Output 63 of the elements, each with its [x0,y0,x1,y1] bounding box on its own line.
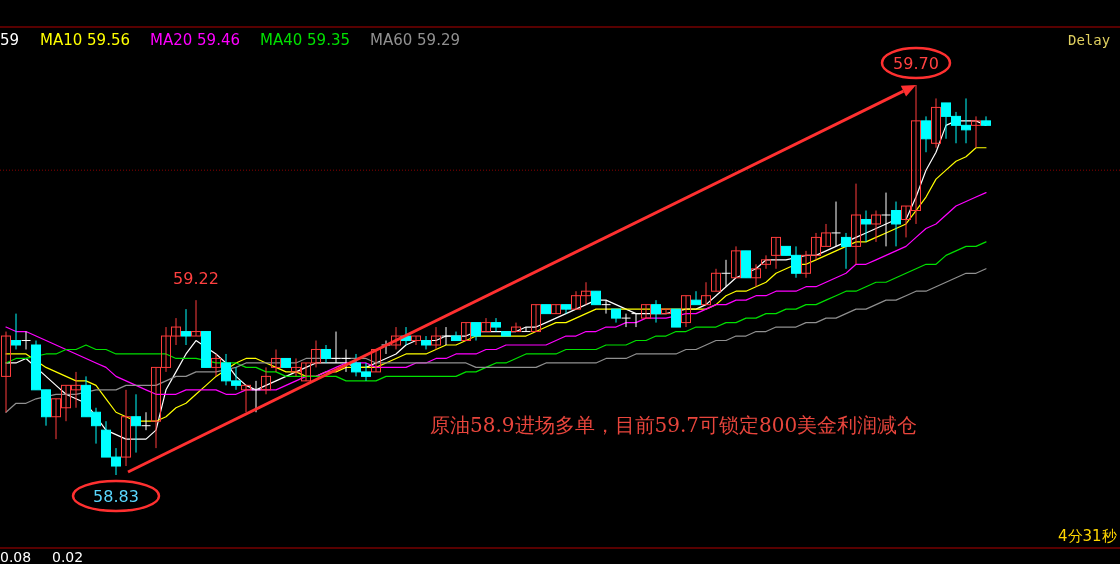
candlestick [1,331,11,413]
candlestick [181,308,191,346]
candlestick [131,393,141,454]
candlestick [251,380,261,413]
text: MA40 59.35 [260,31,350,49]
candlestick [931,97,941,149]
candlestick [421,335,431,350]
candlestick [641,304,651,319]
candlestick [411,335,421,346]
candlestick [651,299,661,324]
candlestick [511,322,521,333]
candlestick [971,115,981,149]
candlestick [531,304,541,333]
candlestick [771,236,781,270]
text: MA20 59.46 [150,31,240,49]
candlestick [721,259,731,288]
candlestick [861,210,871,243]
candlestick [11,313,21,350]
candlestick [601,299,611,315]
candlestick [851,183,861,265]
text: 0.02 [52,549,84,564]
candlestick [431,326,441,350]
candlestick [551,304,561,315]
text: 0.08 [0,549,32,564]
candlestick [681,295,691,328]
annotation: 58.83 [93,487,139,506]
annotation: 59.70 [893,54,939,73]
candlestick [261,366,271,395]
candlestick [731,245,741,279]
candlestick [751,263,761,288]
candlestick [121,389,131,467]
annotation: 原油58.9进场多单，目前59.7可锁定800美金利润减仓 [430,413,918,437]
candlestick [441,326,451,346]
candlestick [921,115,931,153]
candlestick [211,353,221,377]
candlestick [711,268,721,292]
candlestick [491,317,501,333]
text: MA10 59.56 [40,31,130,49]
candlestick [881,192,891,247]
candlestick [21,331,31,350]
annotation: 59.22 [173,269,219,289]
candlestick [631,313,641,328]
text: Delay [1068,32,1111,48]
candlestick [141,411,151,431]
candlestick [831,201,841,247]
candlestick [701,281,711,306]
text: 59 [0,31,20,49]
candlestick [481,317,491,333]
candlestick [521,326,531,333]
candlestick [691,290,701,306]
candlestick [241,384,251,413]
candlestick [391,326,401,350]
text: 4分31秒 [1058,527,1117,545]
candlestick [271,348,281,373]
candlestick [621,313,631,328]
candlestick [191,299,201,337]
candlestick [461,322,471,342]
text: MA60 59.29 [370,31,460,49]
candlestick [661,308,671,315]
candlestick [871,210,881,243]
candlestick [891,201,901,247]
candlestick [841,232,851,270]
candlestick [761,254,771,270]
